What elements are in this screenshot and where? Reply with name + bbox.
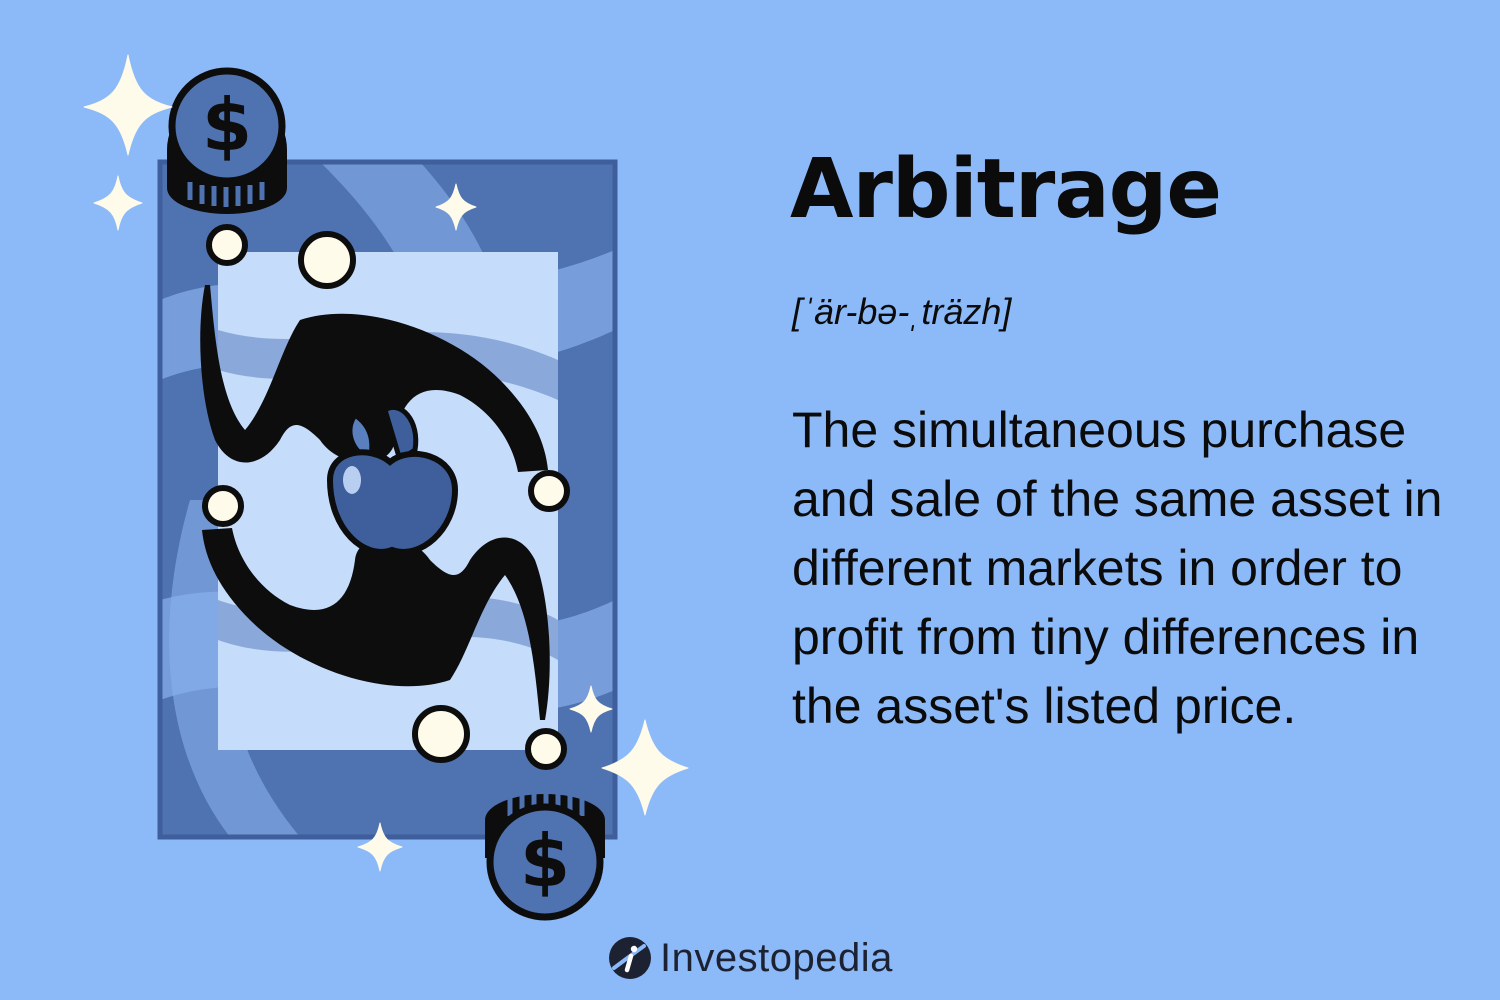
coin-bottom-symbol: $ [520,819,570,903]
apple-icon [326,405,459,555]
figure-top [200,285,548,472]
figure-bottom [202,528,550,720]
term-definition: The simultaneous purchase and sale of th… [792,402,1443,734]
coin-top-symbol: $ [202,83,252,167]
brand-logo: Investopedia [608,934,893,982]
sparkle-icons [83,54,689,872]
playing-card-illustration: $ $ [83,54,689,921]
coin-icon-bottom: $ [485,793,605,921]
term-pronunciation: [ˈär-bə-ˌträzh] [792,291,1012,332]
term-title: Arbitrage [790,142,1222,237]
investopedia-logo-icon [609,937,651,979]
brand-name: Investopedia [660,935,893,980]
hand-dots [202,224,570,770]
coin-icon-top: $ [167,67,287,214]
